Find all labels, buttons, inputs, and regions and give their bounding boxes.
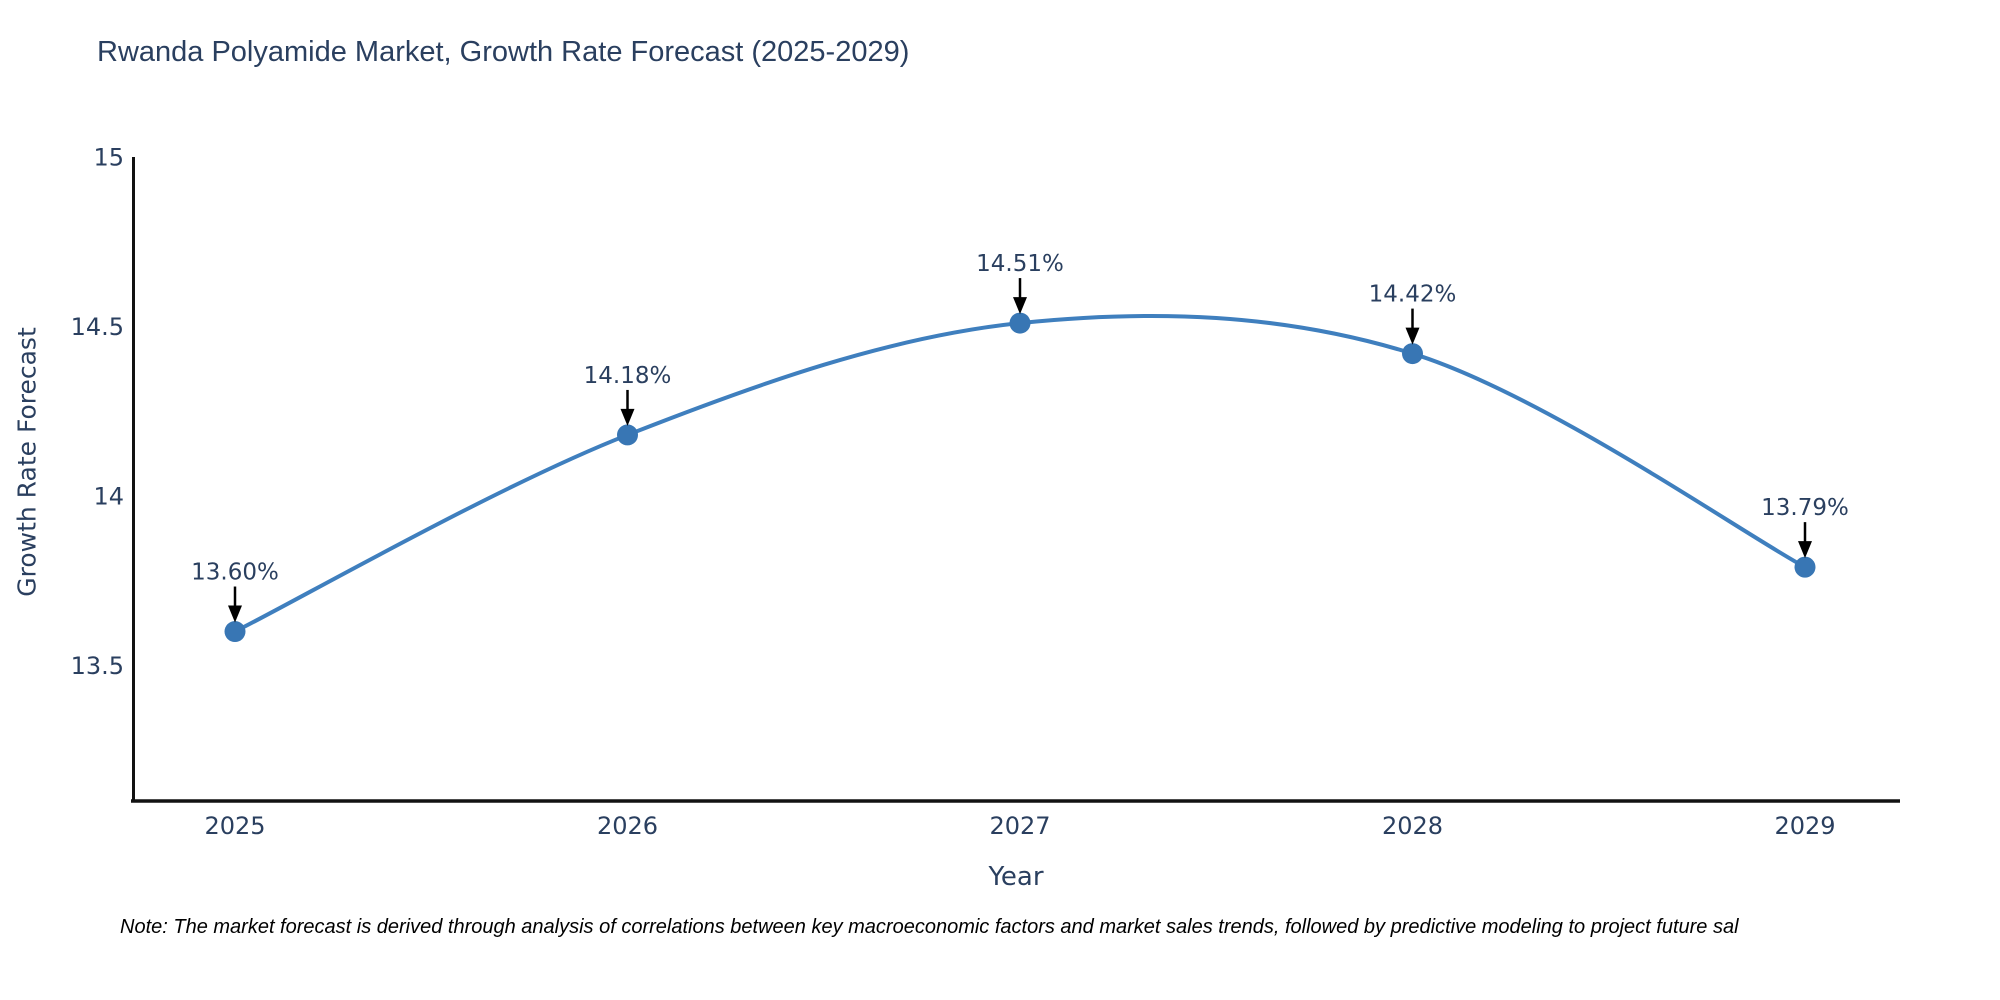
data-point-marker bbox=[617, 424, 638, 446]
data-point-marker bbox=[1402, 343, 1423, 365]
y-tick-label: 14.5 bbox=[71, 313, 124, 341]
x-tick-label: 2028 bbox=[1382, 812, 1443, 840]
data-point-label: 13.60% bbox=[191, 560, 279, 586]
annotation-arrowhead-icon bbox=[228, 605, 242, 623]
annotation-arrowhead-icon bbox=[1798, 541, 1812, 559]
data-point-marker bbox=[224, 621, 246, 643]
data-point-label: 14.18% bbox=[584, 363, 672, 389]
data-point-marker bbox=[1009, 312, 1031, 334]
annotation-arrowhead-icon bbox=[1013, 297, 1027, 315]
annotation-arrowhead-icon bbox=[1405, 327, 1420, 345]
y-tick-label: 13.5 bbox=[71, 652, 124, 680]
chart-title: Rwanda Polyamide Market, Growth Rate For… bbox=[97, 36, 910, 68]
x-tick-label: 2027 bbox=[989, 812, 1050, 840]
annotation-arrowhead-icon bbox=[620, 408, 635, 426]
x-tick-label: 2026 bbox=[597, 812, 658, 840]
x-tick-label: 2025 bbox=[204, 812, 265, 840]
footnote: Note: The market forecast is derived thr… bbox=[120, 916, 1739, 938]
y-axis-title: Growth Rate Forecast bbox=[12, 327, 42, 597]
y-tick-label: 15 bbox=[93, 144, 124, 172]
x-tick-label: 2029 bbox=[1774, 812, 1835, 840]
data-point-label: 14.42% bbox=[1369, 282, 1457, 308]
data-point-label: 13.79% bbox=[1761, 495, 1849, 521]
x-axis-title: Year bbox=[988, 862, 1044, 892]
data-point-marker bbox=[1794, 556, 1816, 578]
forecast-line bbox=[233, 313, 1807, 634]
y-tick-label: 14 bbox=[93, 482, 124, 510]
data-point-label: 14.51% bbox=[976, 251, 1064, 277]
